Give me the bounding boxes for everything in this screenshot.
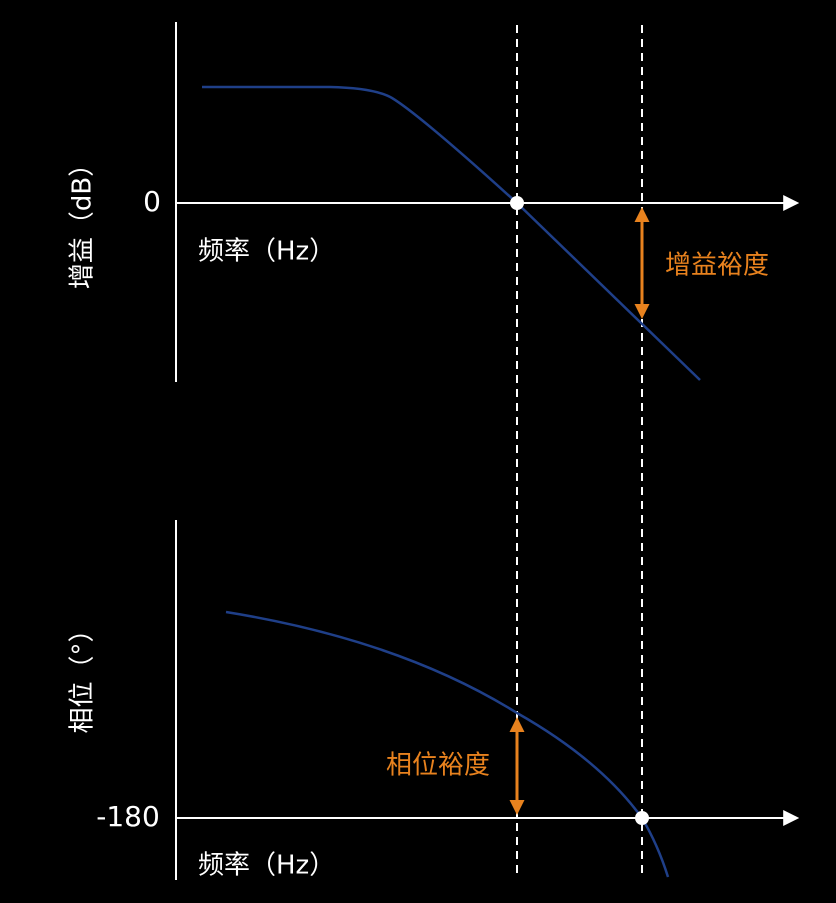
gain-y-axis-label: 增益（dB） [68, 151, 98, 289]
gain-zero-label: 0 [143, 185, 161, 218]
phase-x-axis-label: 频率（Hz） [198, 851, 335, 881]
gain-margin-label: 增益裕度 [665, 251, 769, 281]
phase-y-axis-label: 相位（°） [68, 616, 98, 733]
phase-zero-label: -180 [96, 800, 160, 833]
gain-curve [202, 85, 701, 381]
phase-margin-label: 相位裕度 [386, 751, 490, 781]
gain-crossover-point [510, 196, 524, 210]
phase-crossover-point [635, 811, 649, 825]
gain-x-axis-label: 频率（Hz） [198, 237, 335, 267]
phase-curve [225, 610, 670, 878]
